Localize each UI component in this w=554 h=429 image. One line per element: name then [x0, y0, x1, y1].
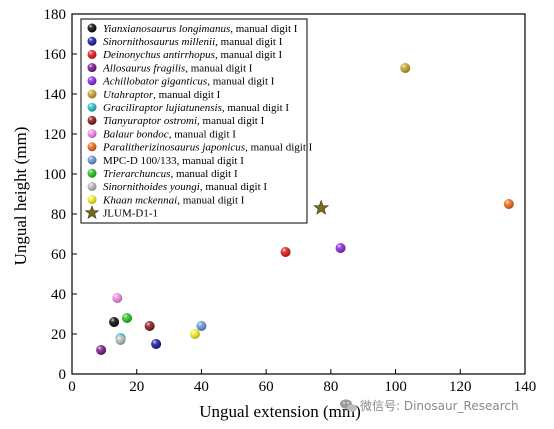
y-tick-label: 140: [44, 87, 67, 103]
y-tick-label: 60: [51, 247, 66, 263]
y-tick-label: 0: [59, 367, 67, 383]
legend-entry: Sinornithosaurus millenii, manual digit …: [103, 36, 283, 48]
legend-marker: [87, 49, 97, 59]
x-tick-label: 20: [129, 379, 144, 395]
y-tick-label: 40: [51, 287, 66, 303]
data-point: [335, 243, 346, 253]
legend-entry: Utahraptor, manual digit I: [103, 89, 221, 101]
y-tick-label: 180: [44, 7, 67, 23]
legend-entry: Deinonychus antirrhopus, manual digit I: [102, 49, 282, 61]
legend: Yianxianosaurus longimanus, manual digit…: [80, 18, 313, 224]
legend-entry: Achillobator giganticus, manual digit I: [102, 76, 275, 88]
legend-marker: [87, 63, 97, 73]
legend-entry: MPC-D 100/133, manual digit I: [103, 155, 244, 167]
legend-marker: [84, 205, 100, 219]
legend-entry: JLUM-D1-1: [103, 208, 158, 220]
data-point: [112, 293, 123, 303]
legend-entry: Yianxianosaurus longimanus, manual digit…: [103, 23, 298, 35]
data-point: [144, 321, 155, 331]
x-tick-label: 60: [259, 379, 274, 395]
y-tick-label: 20: [51, 327, 66, 343]
watermark: 微信号: Dinosaur_Research: [340, 399, 519, 413]
y-tick-label: 80: [51, 207, 66, 223]
data-point: [115, 335, 126, 345]
data-point: [313, 199, 330, 215]
legend-marker: [87, 142, 97, 152]
y-tick-label: 120: [44, 127, 67, 143]
legend-box: [80, 18, 308, 224]
data-point: [189, 329, 200, 339]
data-point: [122, 313, 133, 323]
legend-marker: [87, 115, 97, 125]
y-tick-label: 160: [44, 47, 67, 63]
data-point: [280, 247, 291, 257]
legend-marker: [87, 89, 97, 99]
legend-entry: Sinornithoides youngi, manual digit I: [103, 181, 267, 193]
plot-frame: [71, 13, 526, 375]
watermark-text: 微信号: Dinosaur_Research: [360, 399, 519, 413]
data-point: [196, 321, 207, 331]
legend-marker: [87, 168, 97, 178]
y-axis-label: Ungual height (mm): [11, 127, 30, 266]
legend-entry: Tianyuraptor ostromi, manual digit I: [103, 115, 265, 127]
legend-marker: [87, 129, 97, 139]
legend-entry: Paralitherizinosaurus japonicus, manual …: [102, 142, 313, 154]
wechat-icon: [340, 399, 357, 412]
legend-marker: [87, 36, 97, 46]
data-point: [400, 63, 411, 73]
x-tick-label: 40: [194, 379, 209, 395]
legend-marker: [87, 181, 97, 191]
legend-marker: [87, 195, 97, 205]
data-point: [109, 317, 120, 327]
x-tick-label: 120: [449, 379, 472, 395]
legend-entry: Khaan mckennai, manual digit I: [102, 194, 245, 206]
data-point: [151, 339, 162, 349]
data-points: [96, 63, 514, 355]
legend-marker: [87, 23, 97, 33]
data-point: [503, 199, 514, 209]
legend-marker: [87, 102, 97, 112]
x-axis-label: Ungual extension (mm): [199, 402, 360, 421]
axes: 0 20 40 60 80 100 120 140 0 20 40 60 80 100 120 140 160 1…: [44, 7, 537, 395]
legend-entry: Graciliraptor lujiatunensis, manual digi…: [103, 102, 289, 114]
x-tick-label: 140: [514, 379, 537, 395]
legend-marker: [87, 76, 97, 86]
legend-entry: Trierarchuncus, manual digit I: [103, 168, 238, 180]
x-tick-label: 100: [384, 379, 407, 395]
x-tick-label: 80: [323, 379, 338, 395]
data-point: [96, 345, 107, 355]
legend-marker: [87, 155, 97, 165]
legend-entry: Allosaurus fragilis, manual digit I: [102, 62, 253, 74]
legend-entry: Balaur bondoc, manual digit I: [103, 128, 236, 140]
x-tick-label: 0: [68, 379, 76, 395]
y-tick-label: 100: [44, 167, 67, 183]
